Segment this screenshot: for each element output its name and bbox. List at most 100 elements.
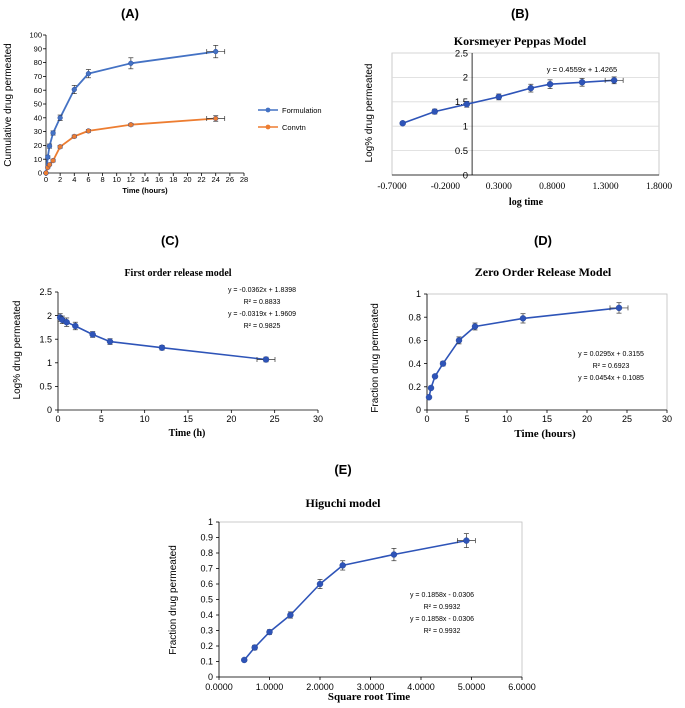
panel-e-y-tick-label: 0.8: [200, 548, 213, 558]
panel-c-x-tick-label: 30: [313, 414, 323, 424]
panel-a-x-tick-label: 8: [100, 175, 104, 184]
panel-a-data-point: [46, 162, 53, 168]
panel-d-x-tick-label: 10: [502, 414, 512, 424]
panel-a-data-point: [85, 128, 92, 134]
panel-d-y-ticks: 0 0.2 0.4 0.6 0.8 1: [408, 289, 427, 415]
panel-e-y-tick-label: 0.9: [200, 533, 213, 543]
panel-e-x-tick-label: 1.0000: [256, 682, 284, 692]
panel-d-title: Zero Order Release Model: [475, 265, 612, 279]
panel-b-equation: y = 0.4559x + 1.4265: [547, 65, 617, 74]
legend-formulation-marker: [265, 107, 271, 113]
panel-a-x-tick-label: 28: [240, 175, 248, 184]
panel-c-x-tick-label: 25: [270, 414, 280, 424]
panel-d-y-label: Fraction drug permeated: [370, 303, 381, 413]
panel-a-y-tick-label: 60: [34, 86, 42, 95]
panel-c-y-tick-label: 2.5: [39, 287, 52, 297]
panel-c-r2-2: R² = 0.9825: [244, 323, 281, 330]
panel-d-y-tick-label: 0.6: [408, 336, 421, 346]
panel-b-data-point: [495, 93, 502, 101]
panel-e-equation-1: y = 0.1858x - 0.0306: [410, 592, 474, 599]
panel-e-y-tick-label: 0.1: [200, 657, 213, 667]
panel-b-data-point: [399, 120, 406, 127]
panel-e-y-tick-label: 0.4: [200, 610, 213, 620]
panel-b-data-point: [610, 77, 618, 84]
panel-c-annotations: y = -0.0362x + 1.8398 R² = 0.8833 y = -0…: [228, 287, 296, 330]
panel-b-y-tick-label: 2: [463, 73, 468, 84]
panel-a-legend: Formulation Convtn: [258, 106, 322, 132]
panel-c-data-point: [89, 331, 96, 338]
panel-b-y-tick-label: 1: [463, 122, 468, 133]
panel-a-y-ticks: 0 10 20 30 40 50 60 70 80 90 100: [29, 31, 46, 178]
panel-d-y-tick-label: 0: [416, 405, 421, 415]
panel-b-x-tick-label: -0.7000: [377, 182, 407, 192]
panel-a-data-point: [50, 130, 56, 136]
panel-c-y-tick-label: 0: [47, 405, 52, 415]
panel-c-title: First order release model: [124, 268, 231, 279]
panel-d-y-tick-label: 0.2: [408, 382, 421, 392]
panel-a-y-label: Cumulative drug permeated: [3, 43, 14, 166]
panel-e-equation-2: y = 0.1858x - 0.0306: [410, 616, 474, 623]
panel-a-data-point: [128, 60, 134, 66]
panel-d-annotations: y = 0.0295x + 0.3155 R² = 0.6923 y = 0.0…: [578, 351, 644, 382]
panel-d-x-tick-label: 25: [622, 414, 632, 424]
panel-e-data-point: [390, 551, 398, 558]
panel-c-data-point: [63, 319, 70, 326]
panel-a-y-tick-label: 40: [34, 113, 42, 122]
panel-a-y-tick-label: 10: [34, 155, 42, 164]
panel-a-x-tick-label: 22: [197, 175, 205, 184]
panel-a-y-tick-label: 20: [34, 141, 42, 150]
panel-b-x-tick-label: 0.8000: [539, 182, 565, 192]
panel-b-label: (B): [511, 6, 529, 21]
panel-c-label: (C): [161, 233, 179, 248]
panel-b-y-tick-label: 2.5: [455, 48, 468, 59]
panel-c-x-tick-label: 0: [55, 414, 60, 424]
panel-a-data-point: [85, 71, 92, 77]
panel-d-equation-2: y = 0.0454x + 0.1085: [578, 375, 644, 382]
panel-e-data-point: [339, 562, 346, 569]
panel-d-label: (D): [534, 233, 552, 248]
panel-e-y-tick-label: 0.5: [200, 595, 213, 605]
panel-a-data-point: [71, 86, 77, 93]
panel-a-x-tick-label: 26: [226, 175, 234, 184]
panel-e-x-tick-label: 2.0000: [306, 682, 334, 692]
panel-e-y-tick-label: 1: [208, 517, 213, 527]
panel-e-x-tick-label: 0.0000: [205, 682, 233, 692]
panel-d-x-tick-label: 15: [542, 414, 552, 424]
panel-a-y-tick-label: 70: [34, 72, 42, 81]
panel-d-data-point: [431, 373, 439, 380]
panel-a-data-point: [50, 157, 56, 164]
panel-b-series-line: [402, 79, 615, 125]
panel-b-y-ticks: 0 0.5 1 1.5 2 2.5: [392, 48, 659, 181]
panel-d-y-tick-label: 0.4: [408, 359, 421, 369]
panel-b-series-group: [399, 76, 624, 127]
panel-e-plot-border: [218, 521, 523, 678]
panel-b-x-tick-label: 1.8000: [646, 182, 672, 192]
panel-a-data-point: [213, 48, 219, 55]
panel-d-x-label: Time (hours): [514, 428, 576, 440]
panel-d-equation-1: y = 0.0295x + 0.3155: [578, 351, 644, 358]
panel-d-data-point: [455, 337, 463, 344]
panel-a-data-point: [128, 122, 134, 128]
panel-d-x-tick-label: 30: [662, 414, 672, 424]
panel-e-y-label: Fraction drug permeated: [168, 545, 179, 655]
panel-a-label: (A): [121, 6, 139, 21]
panel-e-annotations: y = 0.1858x - 0.0306 R² = 0.9932 y = 0.1…: [410, 592, 474, 635]
panel-d-data-point: [425, 394, 433, 401]
panel-e-data-point: [266, 628, 273, 636]
panel-b-data-point: [578, 79, 586, 86]
legend-convtn-label: Convtn: [282, 123, 306, 132]
panel-e-x-tick-label: 3.0000: [357, 682, 385, 692]
panel-e-series-line: [243, 539, 467, 661]
panel-a-x-tick-label: 12: [127, 175, 135, 184]
panel-d-data-point: [427, 384, 435, 392]
panel-a-series-line: [45, 50, 216, 174]
panel-c-y-ticks: 0 0.5 1 1.5 2 2.5: [39, 287, 58, 415]
panel-e-x-ticks: 0.0000 1.0000 2.0000 3.0000 4.0000 5.0000 6.00…: [205, 677, 536, 692]
panel-e-label: (E): [334, 462, 351, 477]
panel-c-x-tick-label: 15: [183, 414, 193, 424]
panel-a-y-tick-label: 0: [38, 169, 42, 178]
panel-e-r2-1: R² = 0.9932: [424, 604, 461, 611]
panel-a-x-tick-label: 18: [169, 175, 177, 184]
panel-d-x-ticks: 0 5 10 15 20 25 30: [424, 410, 672, 424]
